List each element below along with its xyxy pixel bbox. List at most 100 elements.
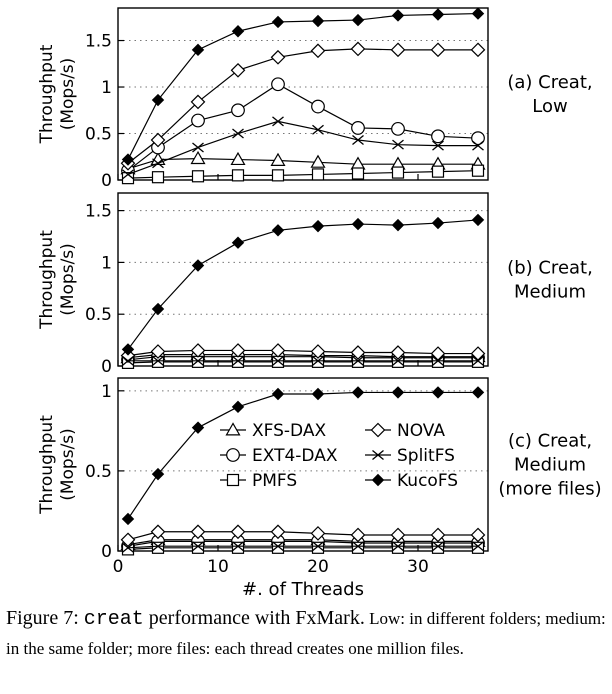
y-tick-label: 0.5	[85, 125, 112, 145]
data-point-splitfs	[312, 541, 324, 552]
data-point-pmfs	[311, 541, 325, 554]
data-point-nova	[190, 524, 206, 540]
data-point-splitfs	[312, 124, 324, 135]
data-point-nova	[230, 343, 246, 358]
data-point-splitfs	[152, 158, 164, 169]
data-point-pmfs	[351, 541, 365, 554]
data-point-splitfs	[232, 128, 244, 139]
data-point-splitfs	[392, 541, 404, 552]
series-line-ext4-dax	[127, 540, 478, 547]
data-point-splitfs	[352, 541, 364, 552]
y-tick-label: 0.5	[85, 305, 112, 325]
plot-frame	[117, 377, 489, 552]
data-point-pmfs	[271, 541, 285, 554]
series-line-xfs-dax	[127, 539, 478, 546]
legend-label-kucofs: KucoFS	[397, 471, 458, 491]
data-point-nova	[350, 527, 366, 543]
data-point-splitfs	[152, 541, 164, 552]
panel-label-line: (more files)	[498, 479, 601, 500]
caption-code: creat	[83, 608, 144, 631]
data-point-nova	[390, 42, 406, 58]
data-point-kucofs	[151, 302, 165, 316]
data-point-nova	[270, 524, 286, 540]
legend-marker-xfs-dax	[225, 422, 241, 436]
data-point-nova	[350, 345, 366, 360]
data-point-splitfs	[272, 541, 284, 552]
y-axis-label-line: Throughput	[37, 415, 57, 515]
x-tick-label: 20	[307, 557, 329, 577]
data-point-ext4-dax	[471, 131, 485, 146]
data-point-pmfs	[151, 541, 165, 554]
series-line-ext4-dax	[127, 83, 479, 172]
data-point-kucofs	[351, 386, 365, 399]
series-line-splitfs	[127, 545, 478, 549]
data-point-kucofs	[311, 387, 325, 401]
series-line-kucofs	[127, 391, 478, 520]
y-tick-label: 1	[101, 78, 112, 98]
chart-panel-2: 0 0.5 1 1.5 Throughput(Mops/s) (b) Creat, Medi…	[37, 192, 593, 377]
data-point-xfs-dax	[230, 151, 246, 166]
series-line-pmfs	[127, 547, 478, 550]
data-point-splitfs	[192, 541, 204, 552]
data-point-pmfs	[151, 171, 165, 184]
data-point-pmfs	[351, 167, 365, 180]
panel-label-line: (a) Creat,	[507, 72, 592, 93]
data-point-kucofs	[471, 7, 485, 20]
data-point-nova	[310, 344, 326, 359]
data-point-kucofs	[351, 217, 365, 231]
data-point-kucofs	[151, 93, 165, 107]
legend-label-xfs-dax: XFS-DAX	[252, 421, 326, 441]
data-point-pmfs	[191, 541, 205, 554]
data-point-kucofs	[311, 14, 325, 28]
data-point-splitfs	[152, 355, 164, 366]
data-point-kucofs	[351, 13, 365, 27]
data-point-pmfs	[471, 541, 485, 554]
caption-detail: Low: in different folders; medium: in th…	[6, 609, 606, 658]
y-tick-label: 0.5	[85, 462, 112, 482]
data-point-splitfs	[122, 542, 134, 553]
caption-main: performance with FxMark.	[143, 607, 365, 629]
legend-label-splitfs: SplitFS	[397, 446, 455, 466]
data-point-kucofs	[121, 512, 135, 526]
series-line-pmfs	[127, 361, 478, 364]
data-point-pmfs	[191, 170, 205, 183]
panel-label-line: Low	[532, 96, 567, 117]
panel-label-line: (c) Creat,	[508, 431, 592, 452]
data-point-kucofs	[391, 218, 405, 232]
data-point-xfs-dax	[270, 152, 286, 166]
panel-label-line: (b) Creat,	[507, 258, 593, 279]
series-line-ext4-dax	[127, 356, 478, 361]
y-axis-label: Throughput(Mops/s)	[37, 230, 78, 330]
y-axis-label-line: (Mops/s)	[58, 243, 78, 316]
data-point-kucofs	[431, 8, 445, 21]
y-tick-label: 1	[101, 382, 112, 402]
y-axis-label-line: (Mops/s)	[58, 58, 78, 131]
y-axis-label-line: Throughput	[37, 230, 57, 330]
data-point-splitfs	[232, 355, 244, 366]
data-point-splitfs	[272, 355, 284, 366]
data-point-pmfs	[431, 541, 445, 554]
data-point-splitfs	[472, 541, 484, 552]
data-point-nova	[310, 526, 326, 541]
data-point-nova	[470, 42, 486, 58]
data-point-kucofs	[231, 236, 245, 249]
x-tick-label: 30	[407, 557, 429, 577]
data-point-splitfs	[472, 140, 484, 151]
data-point-nova	[150, 344, 166, 359]
data-point-splitfs	[272, 116, 284, 127]
data-point-nova	[230, 62, 246, 78]
data-point-nova	[430, 42, 446, 58]
data-point-kucofs	[431, 386, 445, 399]
legend-label-ext4-dax: EXT4-DAX	[252, 446, 338, 466]
data-point-nova	[270, 49, 286, 65]
data-point-splitfs	[312, 355, 324, 366]
series-line-xfs-dax	[127, 354, 478, 359]
data-point-nova	[390, 527, 406, 543]
data-point-nova	[150, 524, 166, 540]
series-line-nova	[127, 531, 478, 541]
y-axis-label: Throughput(Mops/s)	[37, 415, 78, 515]
figure-caption: Figure 7: creat performance with FxMark.…	[6, 604, 606, 663]
data-point-pmfs	[391, 541, 405, 554]
